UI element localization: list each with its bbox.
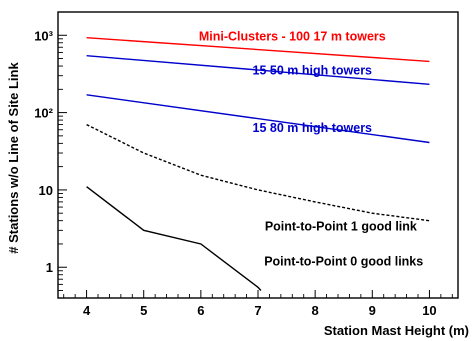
series-line-blue80 <box>86 94 430 144</box>
x-tick-label: 7 <box>254 303 261 318</box>
x-tick-label: 5 <box>140 303 147 318</box>
series-line-p2p1 <box>86 186 262 291</box>
y-tick-label: 10³ <box>34 28 53 43</box>
series-line-dotted <box>86 123 430 222</box>
x-tick-label: 6 <box>197 303 204 318</box>
y-tick-label: 10 <box>39 183 53 198</box>
y-tick-label: 1 <box>46 260 53 275</box>
x-tick-label: 8 <box>312 303 319 318</box>
y-axis-title: # Stations w/o Line of Site Link <box>6 62 21 254</box>
annotation-label: 15 50 m high towers <box>253 64 373 78</box>
annotation-label: Point-to-Point 0 good links <box>264 255 423 269</box>
x-tick-label: 10 <box>422 303 436 318</box>
y-tick-label: 10² <box>34 106 53 121</box>
annotation-label: 15 80 m high towers <box>253 121 373 135</box>
annotation-label: Mini-Clusters - 100 17 m towers <box>199 30 386 44</box>
series-line-red <box>86 37 430 63</box>
annotation-label: Point-to-Point 1 good link <box>265 219 417 233</box>
series-line-blue50 <box>86 55 430 85</box>
x-axis-title: Station Mast Height (m) <box>324 323 469 338</box>
x-tick-label: 9 <box>369 303 376 318</box>
x-tick-label: 4 <box>83 303 91 318</box>
